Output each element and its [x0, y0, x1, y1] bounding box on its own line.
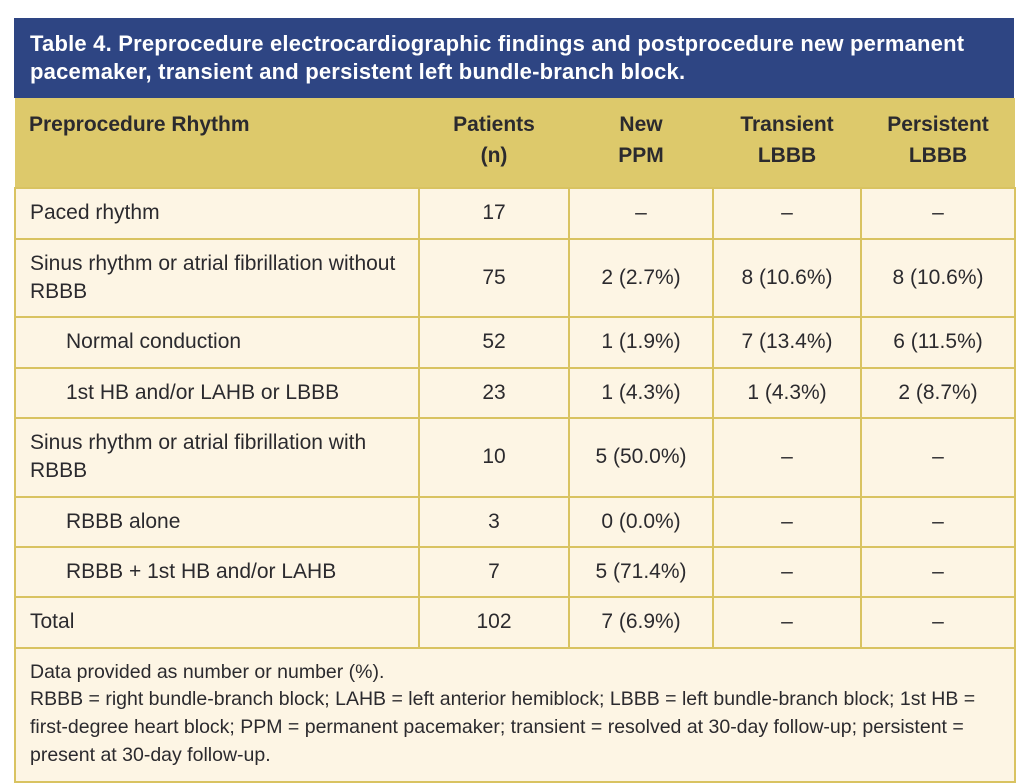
patients-cell: 52	[418, 316, 570, 369]
row-label: Paced rhythm	[14, 187, 420, 240]
footnote-line-data-format: Data provided as number or number (%).	[30, 660, 385, 683]
persistent-lbbb-cell: –	[860, 596, 1016, 649]
table-title: Table 4. Preprocedure electrocardiograph…	[30, 31, 965, 85]
persistent-lbbb-cell: 6 (11.5%)	[860, 316, 1016, 369]
header-line: PPM	[618, 143, 664, 167]
row-label: Total	[14, 596, 420, 649]
row-label: Sinus rhythm or atrial fibrillation with…	[14, 416, 420, 498]
table-row: RBBB alone 3 0 (0.0%) – –	[14, 495, 1016, 548]
table-row: RBBB + 1st HB and/or LAHB 7 5 (71.4%) – …	[14, 545, 1016, 599]
persistent-lbbb-cell: –	[860, 545, 1016, 599]
data-table: Preprocedure Rhythm Patients (n) New PPM…	[14, 98, 1016, 783]
transient-lbbb-cell: –	[712, 545, 862, 599]
table-row: Sinus rhythm or atrial fibrillation with…	[14, 237, 1016, 319]
persistent-lbbb-cell: 2 (8.7%)	[860, 366, 1016, 419]
table-row: 1st HB and/or LAHB or LBBB 23 1 (4.3%) 1…	[14, 366, 1016, 419]
footnote-row: Data provided as number or number (%). R…	[14, 646, 1016, 783]
header-line: Persistent	[887, 113, 989, 137]
patients-cell: 102	[418, 596, 570, 649]
patients-cell: 10	[418, 416, 570, 498]
new-ppm-cell: 5 (71.4%)	[568, 545, 714, 599]
header-line: Patients	[453, 113, 535, 137]
patients-cell: 23	[418, 366, 570, 419]
header-preprocedure-rhythm: Preprocedure Rhythm	[15, 98, 419, 189]
patients-cell: 75	[418, 237, 570, 319]
header-line: LBBB	[757, 143, 817, 167]
header-row: Preprocedure Rhythm Patients (n) New PPM…	[15, 98, 1015, 189]
new-ppm-cell: 1 (1.9%)	[568, 316, 714, 369]
table-row: Paced rhythm 17 – – –	[14, 187, 1016, 240]
header-persistent-lbbb: Persistent LBBB	[861, 98, 1015, 189]
header-line: LBBB	[908, 143, 968, 167]
header-new-ppm: New PPM	[569, 98, 713, 189]
header-patients-n: Patients (n)	[419, 98, 569, 189]
persistent-lbbb-cell: –	[860, 187, 1016, 240]
patients-cell: 7	[418, 545, 570, 599]
row-label: RBBB + 1st HB and/or LAHB	[14, 545, 420, 599]
row-label: Normal conduction	[14, 316, 420, 369]
header-line: Preprocedure Rhythm	[29, 113, 250, 137]
header-transient-lbbb: Transient LBBB	[713, 98, 861, 189]
row-label: 1st HB and/or LAHB or LBBB	[14, 366, 420, 419]
header-line: New	[619, 113, 663, 137]
persistent-lbbb-cell: –	[860, 416, 1016, 498]
new-ppm-cell: 5 (50.0%)	[568, 416, 714, 498]
transient-lbbb-cell: 8 (10.6%)	[712, 237, 862, 319]
transient-lbbb-cell: 7 (13.4%)	[712, 316, 862, 369]
patients-cell: 17	[418, 187, 570, 240]
persistent-lbbb-cell: –	[860, 495, 1016, 548]
transient-lbbb-cell: 1 (4.3%)	[712, 366, 862, 419]
transient-lbbb-cell: –	[712, 596, 862, 649]
table-figure: Table 4. Preprocedure electrocardiograph…	[14, 18, 1016, 783]
header-line: Transient	[740, 113, 834, 137]
row-label: Sinus rhythm or atrial fibrillation with…	[14, 237, 420, 319]
footnote-cell: Data provided as number or number (%). R…	[14, 646, 1016, 783]
new-ppm-cell: 2 (2.7%)	[568, 237, 714, 319]
table-title-bar: Table 4. Preprocedure electrocardiograph…	[14, 18, 1014, 99]
header-line: (n)	[480, 143, 508, 167]
table-row-total: Total 102 7 (6.9%) – –	[14, 596, 1016, 649]
patients-cell: 3	[418, 495, 570, 548]
new-ppm-cell: 7 (6.9%)	[568, 596, 714, 649]
transient-lbbb-cell: –	[712, 416, 862, 498]
table-row: Normal conduction 52 1 (1.9%) 7 (13.4%) …	[14, 316, 1016, 369]
table-row: Sinus rhythm or atrial fibrillation with…	[14, 416, 1016, 498]
new-ppm-cell: –	[568, 187, 714, 240]
persistent-lbbb-cell: 8 (10.6%)	[860, 237, 1016, 319]
new-ppm-cell: 1 (4.3%)	[568, 366, 714, 419]
row-label: RBBB alone	[14, 495, 420, 548]
transient-lbbb-cell: –	[712, 187, 862, 240]
footnote-line-abbreviations: RBBB = right bundle-branch block; LAHB =…	[30, 688, 976, 766]
transient-lbbb-cell: –	[712, 495, 862, 548]
new-ppm-cell: 0 (0.0%)	[568, 495, 714, 548]
